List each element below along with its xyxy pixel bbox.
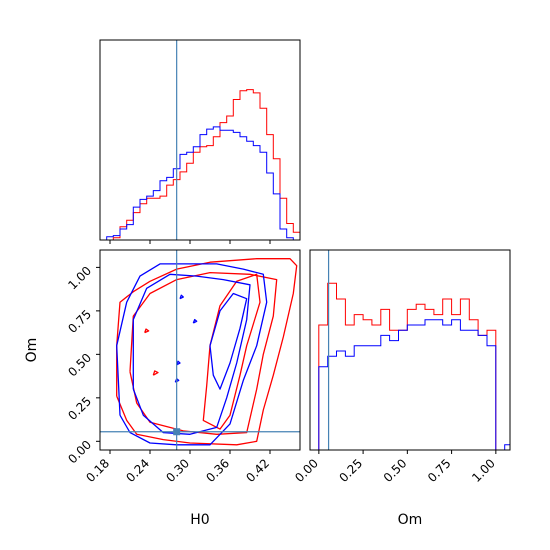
h0-marginal-panel — [99, 39, 301, 244]
joint-ytick-label-2: 0.50 — [65, 351, 94, 380]
contour-series-1-10 — [176, 360, 181, 366]
joint-ytick-label-4: 1.00 — [65, 264, 94, 293]
joint-xtick-label-4: 0.42 — [243, 456, 272, 485]
contour-series-0-4 — [152, 370, 159, 376]
contour-series-1-8 — [179, 294, 184, 300]
joint-xtick-label-2: 0.30 — [163, 456, 192, 485]
joint-xtick-label-0: 0.18 — [83, 456, 112, 485]
om-xtick-label-1: 0.25 — [336, 456, 365, 485]
joint-ytick-label-0: 0.00 — [65, 438, 94, 467]
om-xtick-label-2: 0.50 — [381, 456, 410, 485]
contour-series-0-2 — [202, 273, 261, 430]
h0-marginal-frame — [99, 39, 301, 241]
joint-xtick-label-3: 0.36 — [203, 456, 232, 485]
contour-series-0-0 — [116, 258, 298, 446]
contour-series-1-6 — [132, 273, 251, 435]
joint-frame — [99, 249, 301, 451]
joint-ytick-label-1: 0.25 — [65, 394, 94, 423]
h0-histogram-series-0 — [100, 89, 300, 241]
contour-series-0-1 — [129, 271, 278, 435]
om-xtick-label-0: 0.00 — [292, 456, 321, 485]
joint-ytick-label-3: 0.75 — [65, 307, 94, 336]
contour-series-1-5 — [116, 263, 268, 446]
om-x-axis-label: Om — [398, 512, 423, 528]
joint-panel: 0.18 0.24 0.30 0.36 0.42 0.00 0.25 0.50 0.75 1.00… — [24, 249, 301, 528]
h0-histogram-series-1 — [100, 126, 300, 241]
om-marginal-frame — [309, 249, 511, 451]
joint-xtick-label-1: 0.24 — [123, 456, 152, 485]
om-histogram-series-1 — [310, 319, 510, 451]
om-xtick-label-4: 1.00 — [469, 456, 498, 485]
om-marginal-panel: 0.00 0.25 0.50 0.75 1.00 Om — [292, 249, 511, 528]
contour-series-1-9 — [192, 318, 198, 324]
joint-truth-marker — [173, 428, 181, 436]
joint-x-axis-label: H0 — [190, 512, 209, 528]
joint-y-axis-label: Om — [24, 338, 40, 363]
contour-series-0-3 — [144, 328, 150, 334]
contour-series-1-7 — [209, 292, 248, 390]
om-histogram-series-0 — [310, 282, 510, 451]
om-xtick-label-3: 0.75 — [425, 456, 454, 485]
